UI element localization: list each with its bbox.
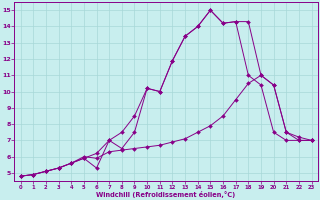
X-axis label: Windchill (Refroidissement éolien,°C): Windchill (Refroidissement éolien,°C) [97, 191, 236, 198]
